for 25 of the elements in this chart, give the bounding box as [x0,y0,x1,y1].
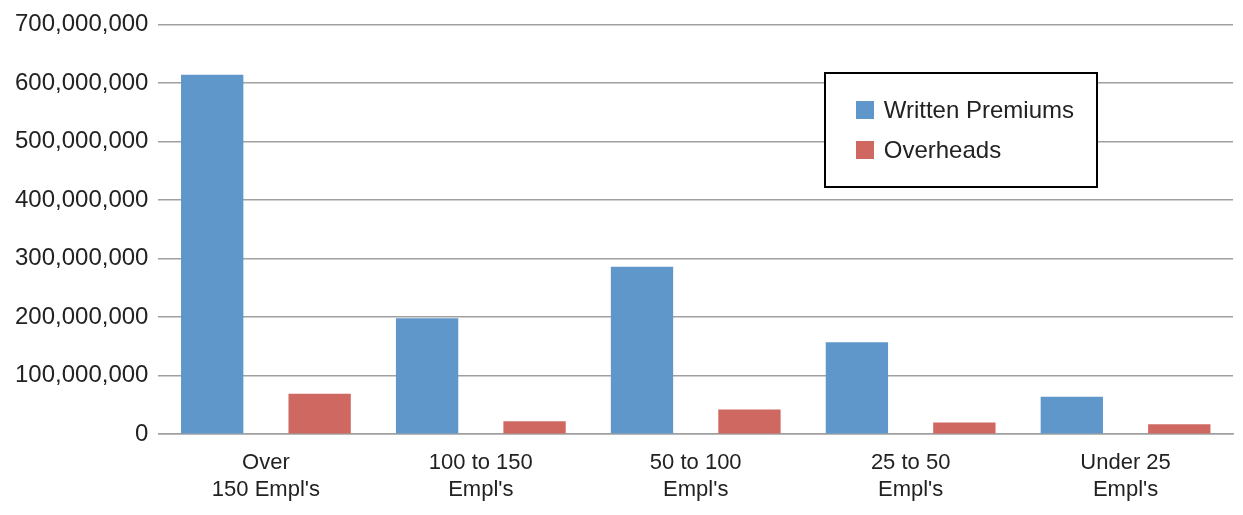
x-tick-label: 100 to 150 Empl's [428,449,533,501]
bar [825,342,889,434]
bar [395,318,459,434]
bar [288,393,351,434]
bar [610,266,674,434]
x-tick-label: 50 to 100 Empl's [649,449,742,501]
bar [503,421,566,434]
x-tick-label: Under 25 Empl's [1080,449,1171,501]
legend-label: Written Premiums [883,96,1074,124]
bar [1040,396,1103,434]
bar [1148,424,1211,434]
x-tick-label: 25 to 50 Empl's [870,449,951,501]
bar [718,409,781,434]
y-tick-label: 400,000,000 [15,184,149,212]
y-tick-label: 300,000,000 [15,243,149,271]
y-tick-label: 700,000,000 [15,9,149,37]
bar [181,74,244,434]
y-tick-label: 0 [135,418,149,446]
bar [933,422,996,434]
y-tick-label: 600,000,000 [15,67,149,95]
y-tick-label: 500,000,000 [15,126,149,154]
y-tick-label: 200,000,000 [15,301,149,329]
x-tick-label: Over 150 Empl's [211,449,320,501]
y-tick-label: 100,000,000 [15,360,149,388]
legend-label: Overheads [883,136,1002,164]
